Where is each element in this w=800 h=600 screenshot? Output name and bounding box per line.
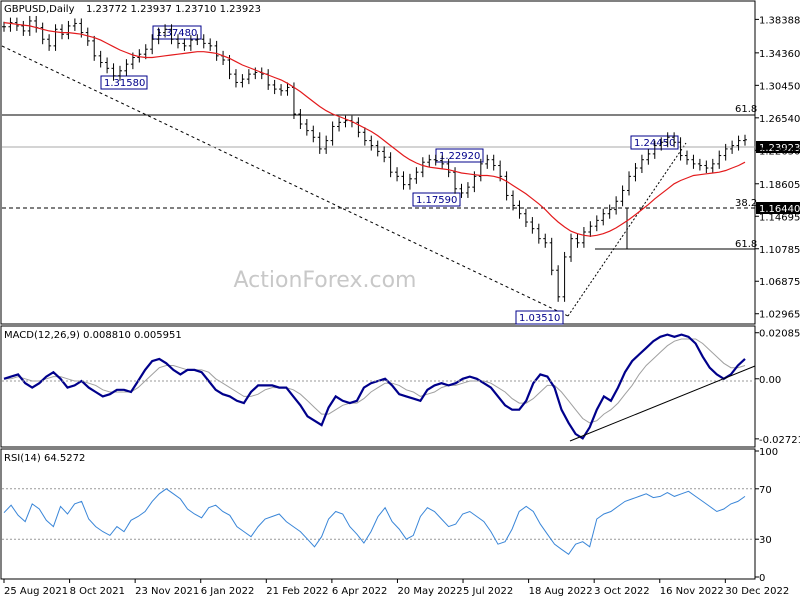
macd-panel-frame <box>0 325 756 448</box>
x-tick-label: 6 Jan 2022 <box>201 586 255 597</box>
price-y-tick-label: 1.14695 <box>759 212 800 223</box>
macd-axis-ticks: 0.020858 0.00 -0.027213 <box>755 329 800 446</box>
rsi-header: RSI(14) 64.5272 <box>4 453 85 464</box>
swing-label-103510: 1.03510 <box>515 310 564 325</box>
x-tick-label: 25 Aug 2021 <box>4 586 68 597</box>
rsi-levels <box>2 488 755 540</box>
price-y-tick-label: 1.10785 <box>759 245 800 256</box>
price-y-tick-label: 1.34360 <box>759 49 800 60</box>
svg-text:1.17590: 1.17590 <box>416 195 457 206</box>
rsi-y-tick-label: 100 <box>759 447 778 458</box>
x-tick-label: 21 Feb 2022 <box>266 586 328 597</box>
macd-header: MACD(12,26,9) 0.008810 0.005951 <box>4 330 182 341</box>
x-tick-label: 6 Apr 2022 <box>332 586 387 597</box>
swing-label-117590: 1.17590 <box>412 192 461 207</box>
svg-text:1.22920: 1.22920 <box>439 151 480 162</box>
trendline-dotted-long <box>1 45 569 317</box>
rsi-panel-frame <box>0 448 756 580</box>
x-tick-label: 23 Nov 2021 <box>135 586 199 597</box>
price-y-tick-label: 1.22630 <box>759 146 800 157</box>
price-y-tick-label: 1.38388 <box>759 15 800 26</box>
svg-text:1.31580: 1.31580 <box>104 78 145 89</box>
x-tick-label: 16 Nov 2022 <box>660 586 724 597</box>
macd-line <box>3 333 746 440</box>
x-tick-label: 30 Dec 2022 <box>725 586 789 597</box>
moving-average-line <box>3 22 746 237</box>
x-tick-label: 8 Oct 2021 <box>70 586 125 597</box>
macd-y-tick-label: -0.027213 <box>759 435 800 446</box>
swing-label-131580: 1.31580 <box>100 75 148 90</box>
swing-label-122920: 1.22920 <box>435 148 484 163</box>
price-axis-ticks: 1.38388 1.34360 1.30450 1.26540 1.22630 1.186… <box>755 15 800 321</box>
x-tick-label: 20 May 2022 <box>397 586 462 597</box>
svg-text:1.37480: 1.37480 <box>156 28 197 39</box>
macd-trendline <box>569 365 756 442</box>
price-panel-frame <box>0 0 756 325</box>
svg-text:1.23923: 1.23923 <box>759 143 800 154</box>
x-tick-label: 3 Oct 2022 <box>594 586 649 597</box>
price-y-tick-label: 1.02965 <box>759 310 800 321</box>
macd-y-tick-label: 0.020858 <box>759 329 800 340</box>
rsi-y-tick-label: 30 <box>759 535 772 546</box>
fib-label-61-8-lower: 61.8 <box>735 239 757 250</box>
rsi-y-tick-label: 70 <box>759 485 772 496</box>
svg-text:1.03510: 1.03510 <box>519 313 560 324</box>
fib-label-61-8-upper: 61.8 <box>735 104 757 115</box>
x-axis-ticks: 25 Aug 2021 8 Oct 2021 23 Nov 2021 6 Jan 20… <box>3 579 789 597</box>
x-tick-label: 18 Aug 2022 <box>529 586 593 597</box>
rsi-axis-ticks: 100 70 30 0 <box>755 447 778 584</box>
series-group <box>2 15 747 555</box>
price-y-tick-label: 1.26540 <box>759 114 800 125</box>
price-header-symbol: GBPUSD,Daily <box>4 4 75 15</box>
macd-y-tick-label: 0.00 <box>759 375 781 386</box>
watermark: ActionForex.com <box>234 268 417 293</box>
x-tick-label: 5 Jul 2022 <box>463 586 513 597</box>
price-y-tick-label: 1.30450 <box>759 81 800 92</box>
svg-text:1.16440: 1.16440 <box>759 204 800 215</box>
price-y-tick-label: 1.06875 <box>759 277 800 288</box>
price-header-ohlc: 1.23772 1.23937 1.23710 1.23923 <box>86 4 261 15</box>
rsi-line <box>3 488 746 555</box>
fib-label-38-2: 38.2 <box>735 198 757 209</box>
current-price-box: 1.23923 <box>756 141 800 154</box>
rsi-y-tick-label: 0 <box>759 573 765 584</box>
price-y-tick-label: 1.18605 <box>759 180 800 191</box>
level-price-box: 1.16440 <box>756 202 800 215</box>
